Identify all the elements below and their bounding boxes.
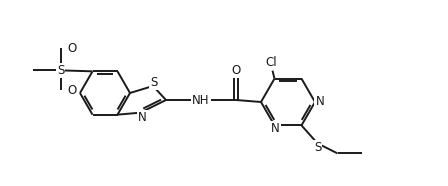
Text: O: O bbox=[68, 84, 77, 97]
Text: N: N bbox=[138, 111, 147, 124]
Text: S: S bbox=[57, 64, 64, 77]
Text: N: N bbox=[271, 122, 280, 135]
Text: NH: NH bbox=[192, 94, 210, 107]
Text: N: N bbox=[316, 94, 324, 108]
Text: S: S bbox=[314, 141, 321, 154]
Text: Cl: Cl bbox=[266, 56, 277, 69]
Text: S: S bbox=[151, 76, 158, 89]
Text: O: O bbox=[231, 63, 241, 76]
Text: O: O bbox=[68, 42, 77, 55]
